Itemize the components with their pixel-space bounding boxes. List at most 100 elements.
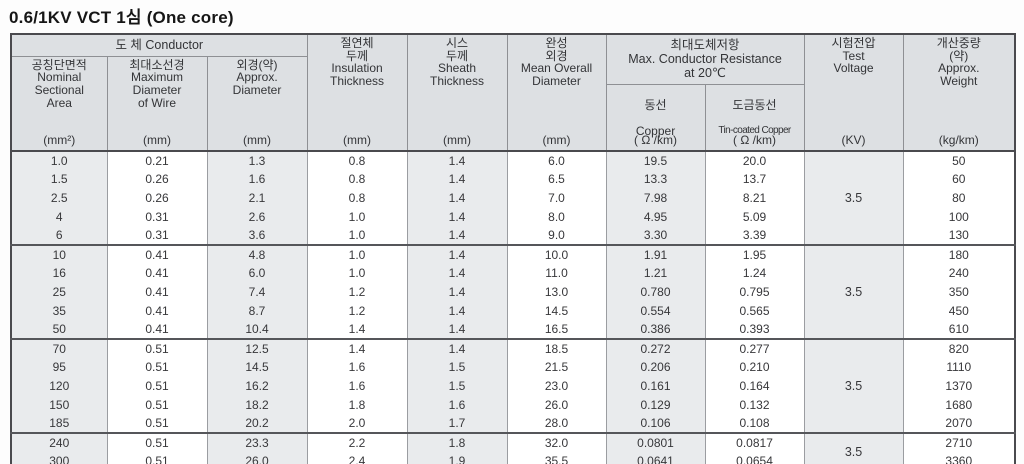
cell-insulation-thickness: 0.8 <box>306 188 408 208</box>
table-row: 4 0.31 2.6 1.0 1.4 8.0 4.95 5.09 100 <box>10 207 1016 227</box>
cell-max-wire-diameter: 0.51 <box>106 451 208 464</box>
cell-mean-overall-diameter: 7.0 <box>506 188 607 208</box>
cell-mean-overall-diameter: 26.0 <box>506 395 607 415</box>
cell-max-wire-diameter: 0.51 <box>106 432 208 452</box>
cell-sheath-thickness: 1.4 <box>406 263 508 283</box>
cell-max-wire-diameter: 0.26 <box>106 169 208 189</box>
cell-max-wire-diameter: 0.41 <box>106 263 208 283</box>
cell-copper-resistance: 13.3 <box>605 169 706 189</box>
cell-area: 50 <box>10 320 108 340</box>
cell-weight: 80 <box>902 188 1016 208</box>
cell-weight: 180 <box>902 244 1016 264</box>
cell-sheath-thickness: 1.5 <box>406 357 508 377</box>
cell-area: 16 <box>10 263 108 283</box>
cell-test-voltage: 3.5 <box>803 244 904 340</box>
cell-weight: 100 <box>902 207 1016 227</box>
cell-max-wire-diameter: 0.51 <box>106 395 208 415</box>
cell-area: 95 <box>10 357 108 377</box>
cell-sheath-thickness: 1.4 <box>406 151 508 170</box>
cell-mean-overall-diameter: 16.5 <box>506 320 607 340</box>
cell-approx-diameter: 26.0 <box>206 451 308 464</box>
table-row: 150 0.51 18.2 1.8 1.6 26.0 0.129 0.132 1680 <box>10 395 1016 415</box>
col-header-approx-diameter: 외경(약) Approx. Diameter (mm) <box>206 55 308 153</box>
cell-tin-copper-resistance: 0.0817 <box>704 432 805 452</box>
table-row: 35 0.41 8.7 1.2 1.4 14.5 0.554 0.565 450 <box>10 301 1016 321</box>
cell-sheath-thickness: 1.5 <box>406 376 508 396</box>
cell-copper-resistance: 0.206 <box>605 357 706 377</box>
cell-tin-copper-resistance: 0.393 <box>704 320 805 340</box>
cell-insulation-thickness: 1.0 <box>306 244 408 264</box>
cell-approx-diameter: 7.4 <box>206 282 308 302</box>
copper-en-label: Copper <box>635 123 676 138</box>
cell-insulation-thickness: 1.0 <box>306 263 408 283</box>
cell-area: 10 <box>10 244 108 264</box>
cell-tin-copper-resistance: 0.277 <box>704 338 805 358</box>
cell-weight: 60 <box>902 169 1016 189</box>
cell-insulation-thickness: 1.4 <box>306 320 408 340</box>
cell-tin-copper-resistance: 5.09 <box>704 207 805 227</box>
table-row: 50 0.41 10.4 1.4 1.4 16.5 0.386 0.393 610 <box>10 320 1016 340</box>
cell-approx-diameter: 14.5 <box>206 357 308 377</box>
cell-approx-diameter: 20.2 <box>206 414 308 434</box>
table-row: 10 0.41 4.8 1.0 1.4 10.0 1.91 1.95 3.5 180 <box>10 244 1016 340</box>
cell-area: 150 <box>10 395 108 415</box>
cell-mean-overall-diameter: 11.0 <box>506 263 607 283</box>
cell-copper-resistance: 1.21 <box>605 263 706 283</box>
tin-copper-en-label: Tin-coated Copper <box>718 124 791 136</box>
cell-test-voltage: 3.5 <box>803 151 904 246</box>
cell-weight: 1110 <box>902 357 1016 377</box>
cell-tin-copper-resistance: 0.0654 <box>704 451 805 464</box>
col-header-weight: 개산중량 (약) Approx. Weight (kg/km) <box>902 33 1016 153</box>
cell-sheath-thickness: 1.6 <box>406 395 508 415</box>
table-header: 도 체 Conductor 절연체 두께 Insulation Thicknes… <box>10 33 1016 153</box>
cell-area: 35 <box>10 301 108 321</box>
cell-weight: 130 <box>902 226 1016 246</box>
cell-insulation-thickness: 1.4 <box>306 338 408 358</box>
cell-weight: 2710 <box>902 432 1016 452</box>
cell-copper-resistance: 19.5 <box>605 151 706 170</box>
cell-approx-diameter: 3.6 <box>206 226 308 246</box>
cell-max-wire-diameter: 0.21 <box>106 151 208 170</box>
cell-mean-overall-diameter: 14.5 <box>506 301 607 321</box>
cell-mean-overall-diameter: 8.0 <box>506 207 607 227</box>
cell-approx-diameter: 16.2 <box>206 376 308 396</box>
cell-copper-resistance: 0.780 <box>605 282 706 302</box>
cell-sheath-thickness: 1.4 <box>406 320 508 340</box>
cell-insulation-thickness: 1.6 <box>306 357 408 377</box>
table-row: 95 0.51 14.5 1.6 1.5 21.5 0.206 0.210 1110 <box>10 357 1016 377</box>
cell-weight: 450 <box>902 301 1016 321</box>
cell-copper-resistance: 0.272 <box>605 338 706 358</box>
table-row: 70 0.51 12.5 1.4 1.4 18.5 0.272 0.277 3.5 820 <box>10 338 1016 434</box>
cell-tin-copper-resistance: 0.565 <box>704 301 805 321</box>
header-row-groups: 도 체 Conductor 절연체 두께 Insulation Thicknes… <box>10 33 1016 153</box>
col-header-max-wire-diameter: 최대소선경 Maximum Diameter of Wire (mm) <box>106 55 208 153</box>
cell-approx-diameter: 1.3 <box>206 151 308 170</box>
cell-max-wire-diameter: 0.41 <box>106 244 208 264</box>
cell-insulation-thickness: 2.0 <box>306 414 408 434</box>
cell-copper-resistance: 0.386 <box>605 320 706 340</box>
cell-area: 25 <box>10 282 108 302</box>
cell-weight: 1680 <box>902 395 1016 415</box>
cell-sheath-thickness: 1.4 <box>406 301 508 321</box>
cell-approx-diameter: 6.0 <box>206 263 308 283</box>
cell-approx-diameter: 2.1 <box>206 188 308 208</box>
table-row: 120 0.51 16.2 1.6 1.5 23.0 0.161 0.164 1370 <box>10 376 1016 396</box>
cell-tin-copper-resistance: 0.795 <box>704 282 805 302</box>
cell-tin-copper-resistance: 3.39 <box>704 226 805 246</box>
cell-area: 4 <box>10 207 108 227</box>
cell-mean-overall-diameter: 28.0 <box>506 414 607 434</box>
table-row: 6 0.31 3.6 1.0 1.4 9.0 3.30 3.39 130 <box>10 226 1016 246</box>
cell-insulation-thickness: 2.4 <box>306 451 408 464</box>
cell-sheath-thickness: 1.4 <box>406 207 508 227</box>
cell-max-wire-diameter: 0.41 <box>106 320 208 340</box>
table-row: 16 0.41 6.0 1.0 1.4 11.0 1.21 1.24 240 <box>10 263 1016 283</box>
col-header-area: 공칭단면적 Nominal Sectional Area (mm²) <box>10 55 108 153</box>
cell-weight: 1370 <box>902 376 1016 396</box>
cell-weight: 50 <box>902 151 1016 170</box>
cell-mean-overall-diameter: 23.0 <box>506 376 607 396</box>
spec-table-wrap: 도 체 Conductor 절연체 두께 Insulation Thicknes… <box>10 33 1017 464</box>
table-row: 1.5 0.26 1.6 0.8 1.4 6.5 13.3 13.7 60 <box>10 169 1016 189</box>
cell-copper-resistance: 0.0641 <box>605 451 706 464</box>
cell-insulation-thickness: 1.2 <box>306 282 408 302</box>
